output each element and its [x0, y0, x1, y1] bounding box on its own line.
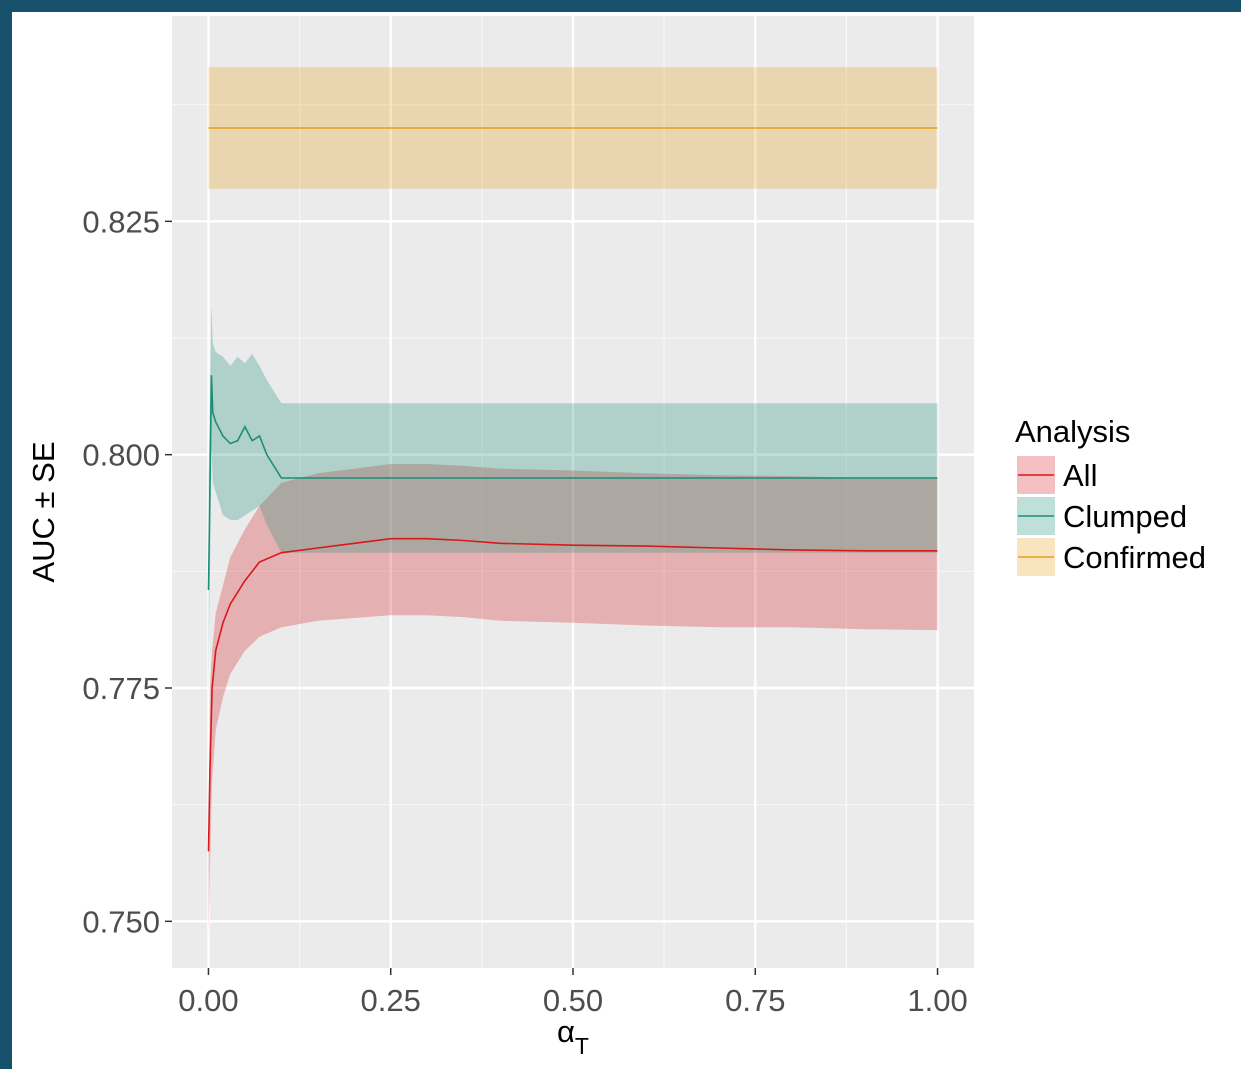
legend-items: All Clumped Confirmed: [1016, 455, 1206, 577]
x-axis-title-subscript: T: [575, 1033, 589, 1059]
series-lines: [207, 127, 938, 852]
x-axis-title-main: α: [557, 1014, 575, 1049]
legend: Analysis All Clumped Confirmed: [1015, 414, 1206, 577]
major-gridlines: [172, 16, 974, 968]
y-axis-title: AUC ± SE: [26, 441, 61, 582]
y-tick-label: 0.800: [82, 438, 160, 473]
x-axis: 0.00 0.25 0.50 0.75 1.00: [178, 968, 968, 1018]
line-clumped: [207, 375, 938, 591]
legend-title: Analysis: [1015, 414, 1130, 449]
x-tick-label: 0.00: [178, 983, 238, 1018]
legend-label-clumped: Clumped: [1063, 499, 1187, 534]
y-tick-label: 0.775: [82, 671, 160, 706]
auc-chart: 0.00 0.25 0.50 0.75 1.00 0.750 0.775 0.800 0.82…: [26, 16, 1206, 1059]
line-all: [207, 537, 938, 852]
se-band-all: [208, 464, 938, 936]
y-tick-label: 0.825: [82, 204, 160, 239]
x-tick-label: 1.00: [907, 983, 967, 1018]
legend-label-all: All: [1063, 458, 1097, 493]
x-tick-label: 0.50: [543, 983, 603, 1018]
se-band-clumped: [208, 305, 938, 702]
x-axis-title: αT: [557, 1014, 589, 1059]
y-tick-label: 0.750: [82, 904, 160, 939]
x-tick-label: 0.25: [361, 983, 421, 1018]
y-axis: 0.750 0.775 0.800 0.825: [82, 204, 172, 939]
x-tick-label: 0.75: [725, 983, 785, 1018]
figure-background: 0.00 0.25 0.50 0.75 1.00 0.750 0.775 0.800 0.82…: [12, 12, 1241, 1069]
legend-label-confirmed: Confirmed: [1063, 540, 1206, 575]
